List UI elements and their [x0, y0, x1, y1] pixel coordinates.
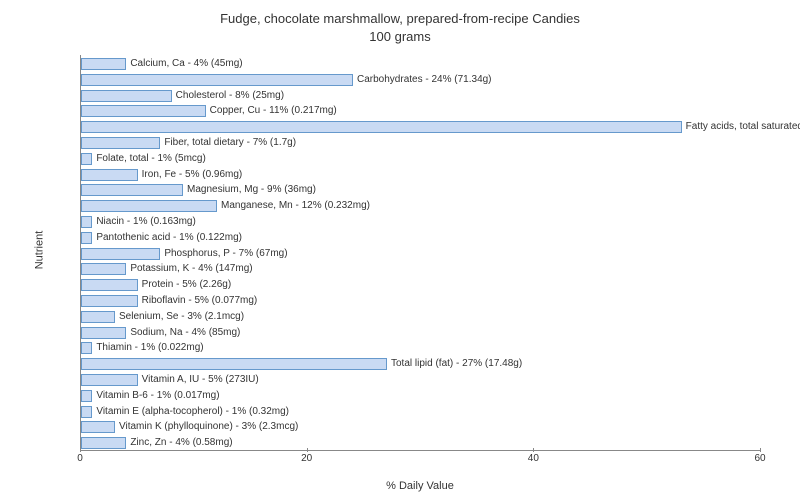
bar-row: Folate, total - 1% (5mcg) [81, 152, 761, 168]
bar-label: Cholesterol - 8% (25mg) [172, 90, 284, 102]
chart-title-line2: 100 grams [0, 28, 800, 46]
bar-label: Fatty acids, total saturated - 53% (10.6… [682, 121, 800, 133]
bar [81, 311, 115, 323]
bar [81, 437, 126, 449]
bar [81, 263, 126, 275]
bar-label: Vitamin A, IU - 5% (273IU) [138, 374, 259, 386]
x-tick-mark [760, 448, 761, 452]
chart-container: Fudge, chocolate marshmallow, prepared-f… [0, 0, 800, 500]
bar-label: Total lipid (fat) - 27% (17.48g) [387, 358, 522, 370]
x-tick-label: 20 [301, 453, 312, 464]
bar-row: Vitamin A, IU - 5% (273IU) [81, 373, 761, 389]
plot-area: Calcium, Ca - 4% (45mg) Carbohydrates - 2… [80, 55, 761, 451]
bar [81, 153, 92, 165]
bar-label: Vitamin E (alpha-tocopherol) - 1% (0.32m… [92, 406, 289, 418]
bar-row: Vitamin B-6 - 1% (0.017mg) [81, 389, 761, 405]
bar-label: Sodium, Na - 4% (85mg) [126, 327, 240, 339]
bar-label: Niacin - 1% (0.163mg) [92, 216, 195, 228]
bar-label: Pantothenic acid - 1% (0.122mg) [92, 232, 242, 244]
x-tick-mark [307, 448, 308, 452]
bar-label: Riboflavin - 5% (0.077mg) [138, 295, 258, 307]
bar-label: Protein - 5% (2.26g) [138, 279, 232, 291]
bar-label: Fiber, total dietary - 7% (1.7g) [160, 137, 296, 149]
bar [81, 216, 92, 228]
bar [81, 406, 92, 418]
bar-row: Copper, Cu - 11% (0.217mg) [81, 104, 761, 120]
bar-label: Carbohydrates - 24% (71.34g) [353, 74, 492, 86]
bar-row: Thiamin - 1% (0.022mg) [81, 341, 761, 357]
bar-label: Magnesium, Mg - 9% (36mg) [183, 184, 316, 196]
bar-label: Vitamin B-6 - 1% (0.017mg) [92, 390, 219, 402]
bar-row: Protein - 5% (2.26g) [81, 278, 761, 294]
bar-row: Manganese, Mn - 12% (0.232mg) [81, 199, 761, 215]
x-axis-label: % Daily Value [80, 480, 760, 492]
bar-row: Selenium, Se - 3% (2.1mcg) [81, 310, 761, 326]
bar-row: Niacin - 1% (0.163mg) [81, 215, 761, 231]
bar-row: Sodium, Na - 4% (85mg) [81, 326, 761, 342]
chart-title-line1: Fudge, chocolate marshmallow, prepared-f… [0, 10, 800, 28]
bar [81, 105, 206, 117]
bar-label: Folate, total - 1% (5mcg) [92, 153, 205, 165]
bar [81, 137, 160, 149]
bar-row: Calcium, Ca - 4% (45mg) [81, 57, 761, 73]
bar [81, 121, 682, 133]
bar [81, 184, 183, 196]
bar-label: Iron, Fe - 5% (0.96mg) [138, 169, 243, 181]
bar [81, 421, 115, 433]
x-tick-label: 40 [528, 453, 539, 464]
y-axis-label: Nutrient [33, 231, 45, 270]
bar-label: Potassium, K - 4% (147mg) [126, 263, 252, 275]
bar-row: Total lipid (fat) - 27% (17.48g) [81, 357, 761, 373]
bar [81, 327, 126, 339]
bar-label: Vitamin K (phylloquinone) - 3% (2.3mcg) [115, 421, 298, 433]
bar [81, 58, 126, 70]
bars-group: Calcium, Ca - 4% (45mg) Carbohydrates - 2… [81, 57, 761, 452]
chart-title: Fudge, chocolate marshmallow, prepared-f… [0, 10, 800, 46]
bar [81, 90, 172, 102]
bar [81, 232, 92, 244]
bar-label: Copper, Cu - 11% (0.217mg) [206, 105, 337, 117]
bar-label: Manganese, Mn - 12% (0.232mg) [217, 200, 370, 212]
bar-row: Cholesterol - 8% (25mg) [81, 89, 761, 105]
bar [81, 74, 353, 86]
bar-row: Carbohydrates - 24% (71.34g) [81, 73, 761, 89]
x-tick-mark [533, 448, 534, 452]
bar [81, 295, 138, 307]
bar-row: Phosphorus, P - 7% (67mg) [81, 247, 761, 263]
bar-row: Vitamin E (alpha-tocopherol) - 1% (0.32m… [81, 405, 761, 421]
bar [81, 390, 92, 402]
bar-label: Thiamin - 1% (0.022mg) [92, 342, 203, 354]
bar [81, 248, 160, 260]
bar-row: Vitamin K (phylloquinone) - 3% (2.3mcg) [81, 420, 761, 436]
bar [81, 279, 138, 291]
bar [81, 342, 92, 354]
bar-row: Fatty acids, total saturated - 53% (10.6… [81, 120, 761, 136]
bar-row: Potassium, K - 4% (147mg) [81, 262, 761, 278]
bar-row: Riboflavin - 5% (0.077mg) [81, 294, 761, 310]
x-tick-label: 60 [754, 453, 765, 464]
bar-row: Magnesium, Mg - 9% (36mg) [81, 183, 761, 199]
x-tick-mark [80, 448, 81, 452]
bar [81, 169, 138, 181]
bar-row: Fiber, total dietary - 7% (1.7g) [81, 136, 761, 152]
bar [81, 200, 217, 212]
bar-label: Zinc, Zn - 4% (0.58mg) [126, 437, 232, 449]
bar [81, 358, 387, 370]
bar [81, 374, 138, 386]
bar-label: Selenium, Se - 3% (2.1mcg) [115, 311, 244, 323]
x-tick-label: 0 [77, 453, 83, 464]
bar-label: Phosphorus, P - 7% (67mg) [160, 248, 287, 260]
bar-row: Zinc, Zn - 4% (0.58mg) [81, 436, 761, 452]
bar-row: Pantothenic acid - 1% (0.122mg) [81, 231, 761, 247]
bar-row: Iron, Fe - 5% (0.96mg) [81, 168, 761, 184]
bar-label: Calcium, Ca - 4% (45mg) [126, 58, 242, 70]
